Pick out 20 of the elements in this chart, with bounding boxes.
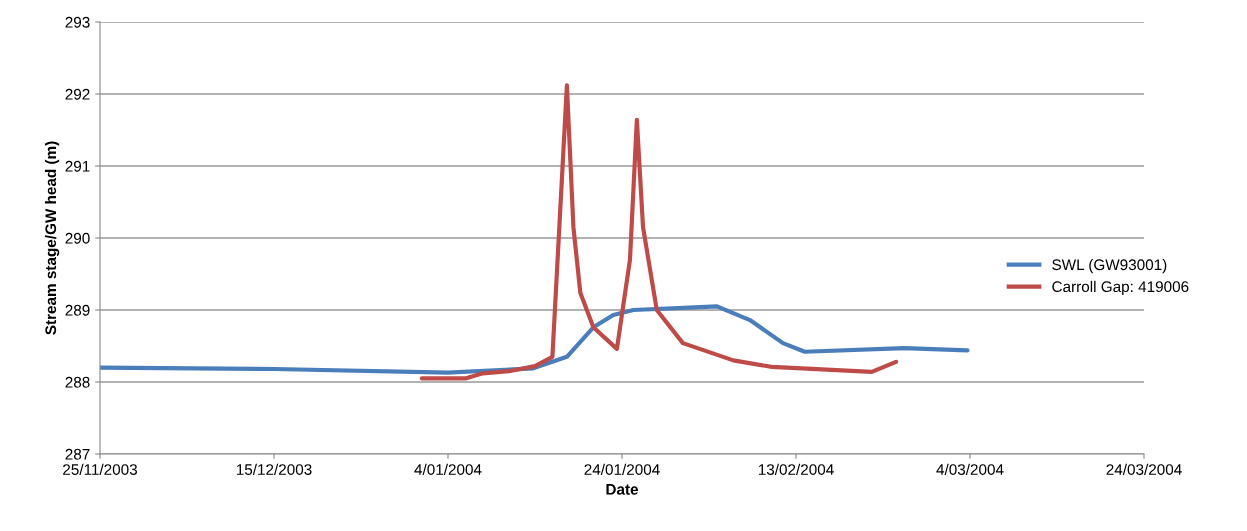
y-tick-label: 289 <box>65 304 90 316</box>
legend-label: SWL (GW93001) <box>1052 258 1167 274</box>
x-axis-title: Date <box>606 484 639 495</box>
x-tick-label: 4/03/2004 <box>936 463 1004 475</box>
y-axis-title: Stream stage/GW head (m) <box>44 141 60 335</box>
x-tick-label: 24/01/2004 <box>584 463 660 475</box>
x-tick-label: 13/02/2004 <box>758 463 834 475</box>
x-tick-label: 4/01/2004 <box>414 463 482 475</box>
x-tick-label: 24/03/2004 <box>1106 463 1182 475</box>
x-tick-label: 15/12/2003 <box>236 463 312 475</box>
line-series <box>419 83 899 381</box>
y-tick-label: 293 <box>65 16 90 28</box>
y-tick-label: 290 <box>65 232 90 244</box>
y-tick-label: 291 <box>65 160 90 172</box>
x-tick-label: 25/11/2003 <box>63 463 137 475</box>
y-tick-label: 287 <box>65 448 90 460</box>
line-series <box>100 304 970 375</box>
y-tick-label: 288 <box>65 376 90 388</box>
legend-label: Carroll Gap: 419006 <box>1052 280 1189 296</box>
y-tick-label: 292 <box>65 88 90 100</box>
